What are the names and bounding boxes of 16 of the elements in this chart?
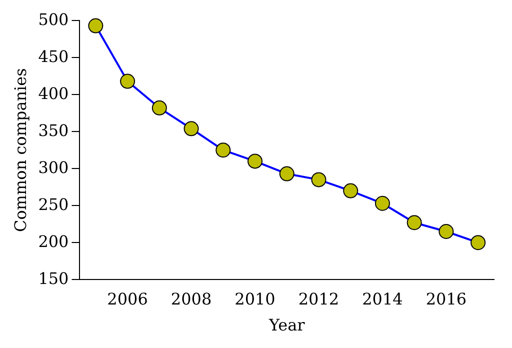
y-tick-label: 350 xyxy=(38,120,69,140)
y-tick-label: 500 xyxy=(38,10,69,29)
y-tick-label: 250 xyxy=(38,194,69,214)
x-tick-label: 2012 xyxy=(298,289,340,308)
x-tick-label: 2014 xyxy=(362,289,403,308)
y-tick-label: 150 xyxy=(38,268,69,288)
y-tick-label: 450 xyxy=(38,46,69,66)
x-tick-label: 2006 xyxy=(107,289,148,308)
y-tick-label: 200 xyxy=(38,232,69,251)
y-axis-title: Common companies xyxy=(10,68,30,232)
x-tick-label: 2008 xyxy=(170,289,212,308)
x-tick-label: 2010 xyxy=(234,289,276,308)
x-tick-label: 2016 xyxy=(426,289,467,308)
y-tick-label: 300 xyxy=(38,158,69,177)
x-axis-title: Year xyxy=(268,316,306,335)
y-tick-label: 400 xyxy=(38,84,69,103)
